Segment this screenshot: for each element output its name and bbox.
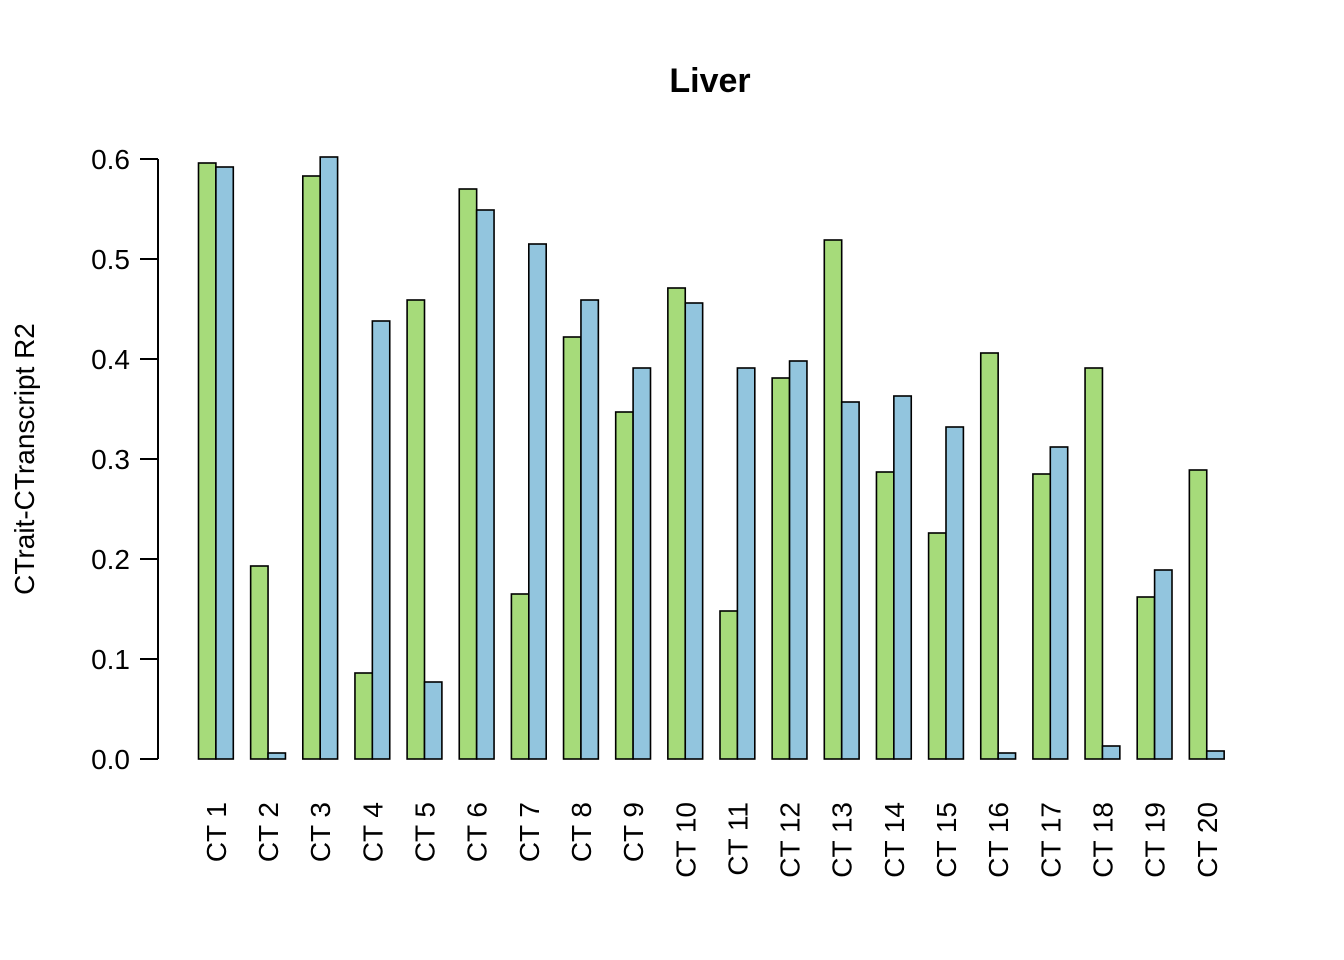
- x-tick-label: CT 15: [931, 802, 962, 878]
- bar-ct7-s2: [527, 243, 547, 760]
- x-tick-labels: CT 1 CT 2 CT 3 CT 4 CT 5 CT 6 CT 7 CT 8 CT 9 CT 1…: [201, 802, 1223, 878]
- y-tick-label: 0.1: [91, 644, 130, 675]
- bar-ct5-s1: [406, 299, 426, 760]
- x-tick-label: CT 16: [983, 802, 1014, 878]
- bar-ct12-s1: [771, 377, 791, 760]
- x-tick-label: CT 5: [410, 802, 441, 862]
- bar-ct15-s1: [927, 532, 947, 760]
- bar-ct7-s1: [510, 593, 530, 760]
- bar-ct12-s2: [788, 360, 808, 760]
- bar-ct13-s1: [823, 239, 843, 760]
- x-tick-label: CT 17: [1035, 802, 1066, 878]
- y-tick-label: 0.3: [91, 444, 130, 475]
- bar-ct16-s2: [997, 752, 1017, 760]
- bar-ct9-s1: [614, 411, 634, 760]
- bar-ct14-s2: [893, 395, 913, 760]
- bar-ct4-s2: [371, 320, 391, 760]
- x-tick-label: CT 7: [514, 802, 545, 862]
- y-tick-label: 0.0: [91, 744, 130, 775]
- bar-ct18-s1: [1084, 367, 1104, 760]
- bar-ct4-s1: [354, 672, 374, 760]
- bar-ct17-s1: [1032, 473, 1052, 760]
- y-axis-label: CTrait-CTranscript R2: [9, 323, 40, 595]
- x-tick-label: CT 20: [1192, 802, 1223, 878]
- bar-ct19-s2: [1153, 569, 1173, 760]
- y-tick-label: 0.4: [91, 344, 130, 375]
- bar-ct3-s2: [319, 156, 339, 760]
- bar-ct11-s2: [736, 367, 756, 760]
- y-tick-label: 0.5: [91, 244, 130, 275]
- bar-ct17-s2: [1049, 446, 1069, 760]
- bar-ct1-s1: [197, 162, 217, 760]
- x-tick-label: CT 14: [879, 802, 910, 878]
- bars: [197, 156, 1225, 760]
- bar-ct11-s1: [719, 610, 739, 760]
- x-tick-label: CT 13: [827, 802, 858, 878]
- chart-title: Liver: [669, 62, 750, 100]
- x-tick-label: CT 12: [775, 802, 806, 878]
- bar-ct20-s1: [1188, 469, 1208, 760]
- bar-ct8-s2: [580, 299, 600, 760]
- bar-ct9-s2: [632, 367, 652, 760]
- bar-ct15-s2: [945, 426, 965, 760]
- bar-ct2-s2: [267, 752, 287, 760]
- bar-ct6-s2: [475, 209, 495, 760]
- bar-ct14-s1: [875, 471, 895, 760]
- x-tick-label: CT 19: [1140, 802, 1171, 878]
- bar-ct6-s1: [458, 188, 478, 760]
- x-tick-label: CT 2: [253, 802, 284, 862]
- bar-ct8-s1: [562, 336, 582, 760]
- bar-ct3-s1: [301, 175, 321, 760]
- x-tick-label: CT 3: [305, 802, 336, 862]
- x-tick-label: CT 8: [566, 802, 597, 862]
- x-tick-label: CT 11: [722, 802, 753, 876]
- bar-ct10-s1: [667, 287, 687, 760]
- y-ticks: 0.0 0.1 0.2 0.3 0.4 0.5 0.6: [91, 144, 158, 775]
- x-tick-label: CT 6: [462, 802, 493, 862]
- bar-ct19-s1: [1136, 596, 1156, 760]
- x-tick-label: CT 10: [670, 802, 701, 878]
- x-tick-label: CT 1: [201, 802, 232, 862]
- bar-ct2-s1: [249, 565, 269, 760]
- bar-ct13-s2: [840, 401, 860, 760]
- bar-ct10-s2: [684, 302, 704, 760]
- x-tick-label: CT 9: [618, 802, 649, 862]
- y-tick-label: 0.2: [91, 544, 130, 575]
- x-tick-label: CT 18: [1087, 802, 1118, 878]
- bar-ct5-s2: [423, 681, 443, 760]
- y-tick-label: 0.6: [91, 144, 130, 175]
- bar-ct18-s2: [1101, 745, 1121, 760]
- x-tick-label: CT 4: [357, 802, 388, 862]
- bar-ct20-s2: [1205, 750, 1225, 760]
- bar-ct16-s1: [979, 352, 999, 760]
- bar-ct1-s2: [215, 166, 235, 760]
